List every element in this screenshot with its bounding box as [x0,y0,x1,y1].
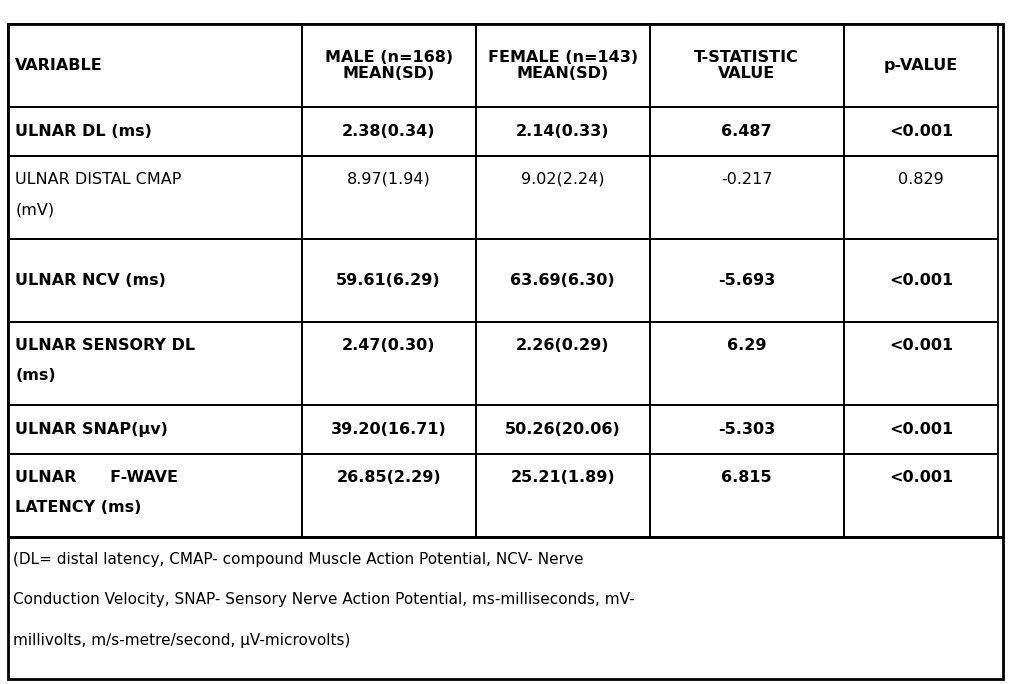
Bar [8,322,301,405]
Text: 6.815: 6.815 [722,470,772,485]
Bar [8,156,301,239]
Bar [650,107,844,156]
Text: 8.97(1.94): 8.97(1.94) [347,172,431,187]
Text: <0.001: <0.001 [889,422,953,437]
Bar [301,322,475,405]
Text: ULNAR DL (ms): ULNAR DL (ms) [15,124,152,139]
Text: 2.14(0.33): 2.14(0.33) [516,124,610,139]
Text: millivolts, m/s-metre/second, μV-microvolts): millivolts, m/s-metre/second, μV-microvo… [13,633,351,648]
Text: 63.69(6.30): 63.69(6.30) [511,273,615,288]
Text: ULNAR      F-WAVE: ULNAR F-WAVE [15,470,178,485]
Text: 25.21(1.89): 25.21(1.89) [511,470,615,485]
Bar [8,454,301,537]
Text: 0.829: 0.829 [898,172,943,187]
Text: ULNAR NCV (ms): ULNAR NCV (ms) [15,273,166,288]
Text: -5.303: -5.303 [718,422,775,437]
Bar [844,405,998,454]
Text: VALUE: VALUE [718,66,775,81]
Text: ULNAR DISTAL CMAP: ULNAR DISTAL CMAP [15,172,182,187]
Bar [650,24,844,107]
Bar [475,156,650,239]
Text: MEAN(SD): MEAN(SD) [343,66,435,81]
Bar [650,239,844,322]
Text: <0.001: <0.001 [889,124,953,139]
Text: (DL= distal latency, CMAP- compound Muscle Action Potential, NCV- Nerve: (DL= distal latency, CMAP- compound Musc… [13,552,583,566]
Text: 50.26(20.06): 50.26(20.06) [504,422,621,437]
Text: ULNAR SNAP(μv): ULNAR SNAP(μv) [15,422,168,437]
Bar [8,107,301,156]
Text: 9.02(2.24): 9.02(2.24) [521,172,605,187]
Bar [475,405,650,454]
Bar [8,24,301,107]
Text: <0.001: <0.001 [889,338,953,353]
Text: 2.26(0.29): 2.26(0.29) [516,338,610,353]
Bar [8,405,301,454]
Text: Conduction Velocity, SNAP- Sensory Nerve Action Potential, ms-milliseconds, mV-: Conduction Velocity, SNAP- Sensory Nerve… [13,592,635,607]
Text: 2.38(0.34): 2.38(0.34) [342,124,436,139]
Text: -0.217: -0.217 [721,172,772,187]
Bar [650,156,844,239]
Text: (ms): (ms) [15,369,56,384]
Text: 26.85(2.29): 26.85(2.29) [337,470,441,485]
Bar [844,322,998,405]
Bar [475,24,650,107]
Bar [301,239,475,322]
Bar [650,454,844,537]
Bar [475,454,650,537]
Text: 59.61(6.29): 59.61(6.29) [337,273,441,288]
Bar [8,24,1003,537]
Bar [844,24,998,107]
Text: 6.487: 6.487 [722,124,772,139]
Bar [844,454,998,537]
Text: <0.001: <0.001 [889,273,953,288]
Text: ULNAR SENSORY DL: ULNAR SENSORY DL [15,338,195,353]
Bar [301,405,475,454]
Text: (mV): (mV) [15,202,55,218]
Bar [301,454,475,537]
Bar [650,405,844,454]
Bar [301,156,475,239]
Text: FEMALE (n=143): FEMALE (n=143) [487,50,638,65]
Text: p-VALUE: p-VALUE [884,58,958,73]
Bar [8,537,1003,679]
Text: VARIABLE: VARIABLE [15,58,103,73]
Bar [8,239,301,322]
Bar [844,156,998,239]
Bar [844,107,998,156]
Bar [650,322,844,405]
Text: LATENCY (ms): LATENCY (ms) [15,501,142,515]
Bar [301,24,475,107]
Bar [475,239,650,322]
Text: 2.47(0.30): 2.47(0.30) [342,338,436,353]
Text: MEAN(SD): MEAN(SD) [517,66,609,81]
Bar [475,107,650,156]
Text: <0.001: <0.001 [889,470,953,485]
Text: 6.29: 6.29 [727,338,766,353]
Bar [475,322,650,405]
Text: MALE (n=168): MALE (n=168) [325,50,453,65]
Bar [844,239,998,322]
Bar [301,107,475,156]
Text: -5.693: -5.693 [718,273,775,288]
Text: 39.20(16.71): 39.20(16.71) [331,422,447,437]
Text: T-STATISTIC: T-STATISTIC [695,50,799,65]
